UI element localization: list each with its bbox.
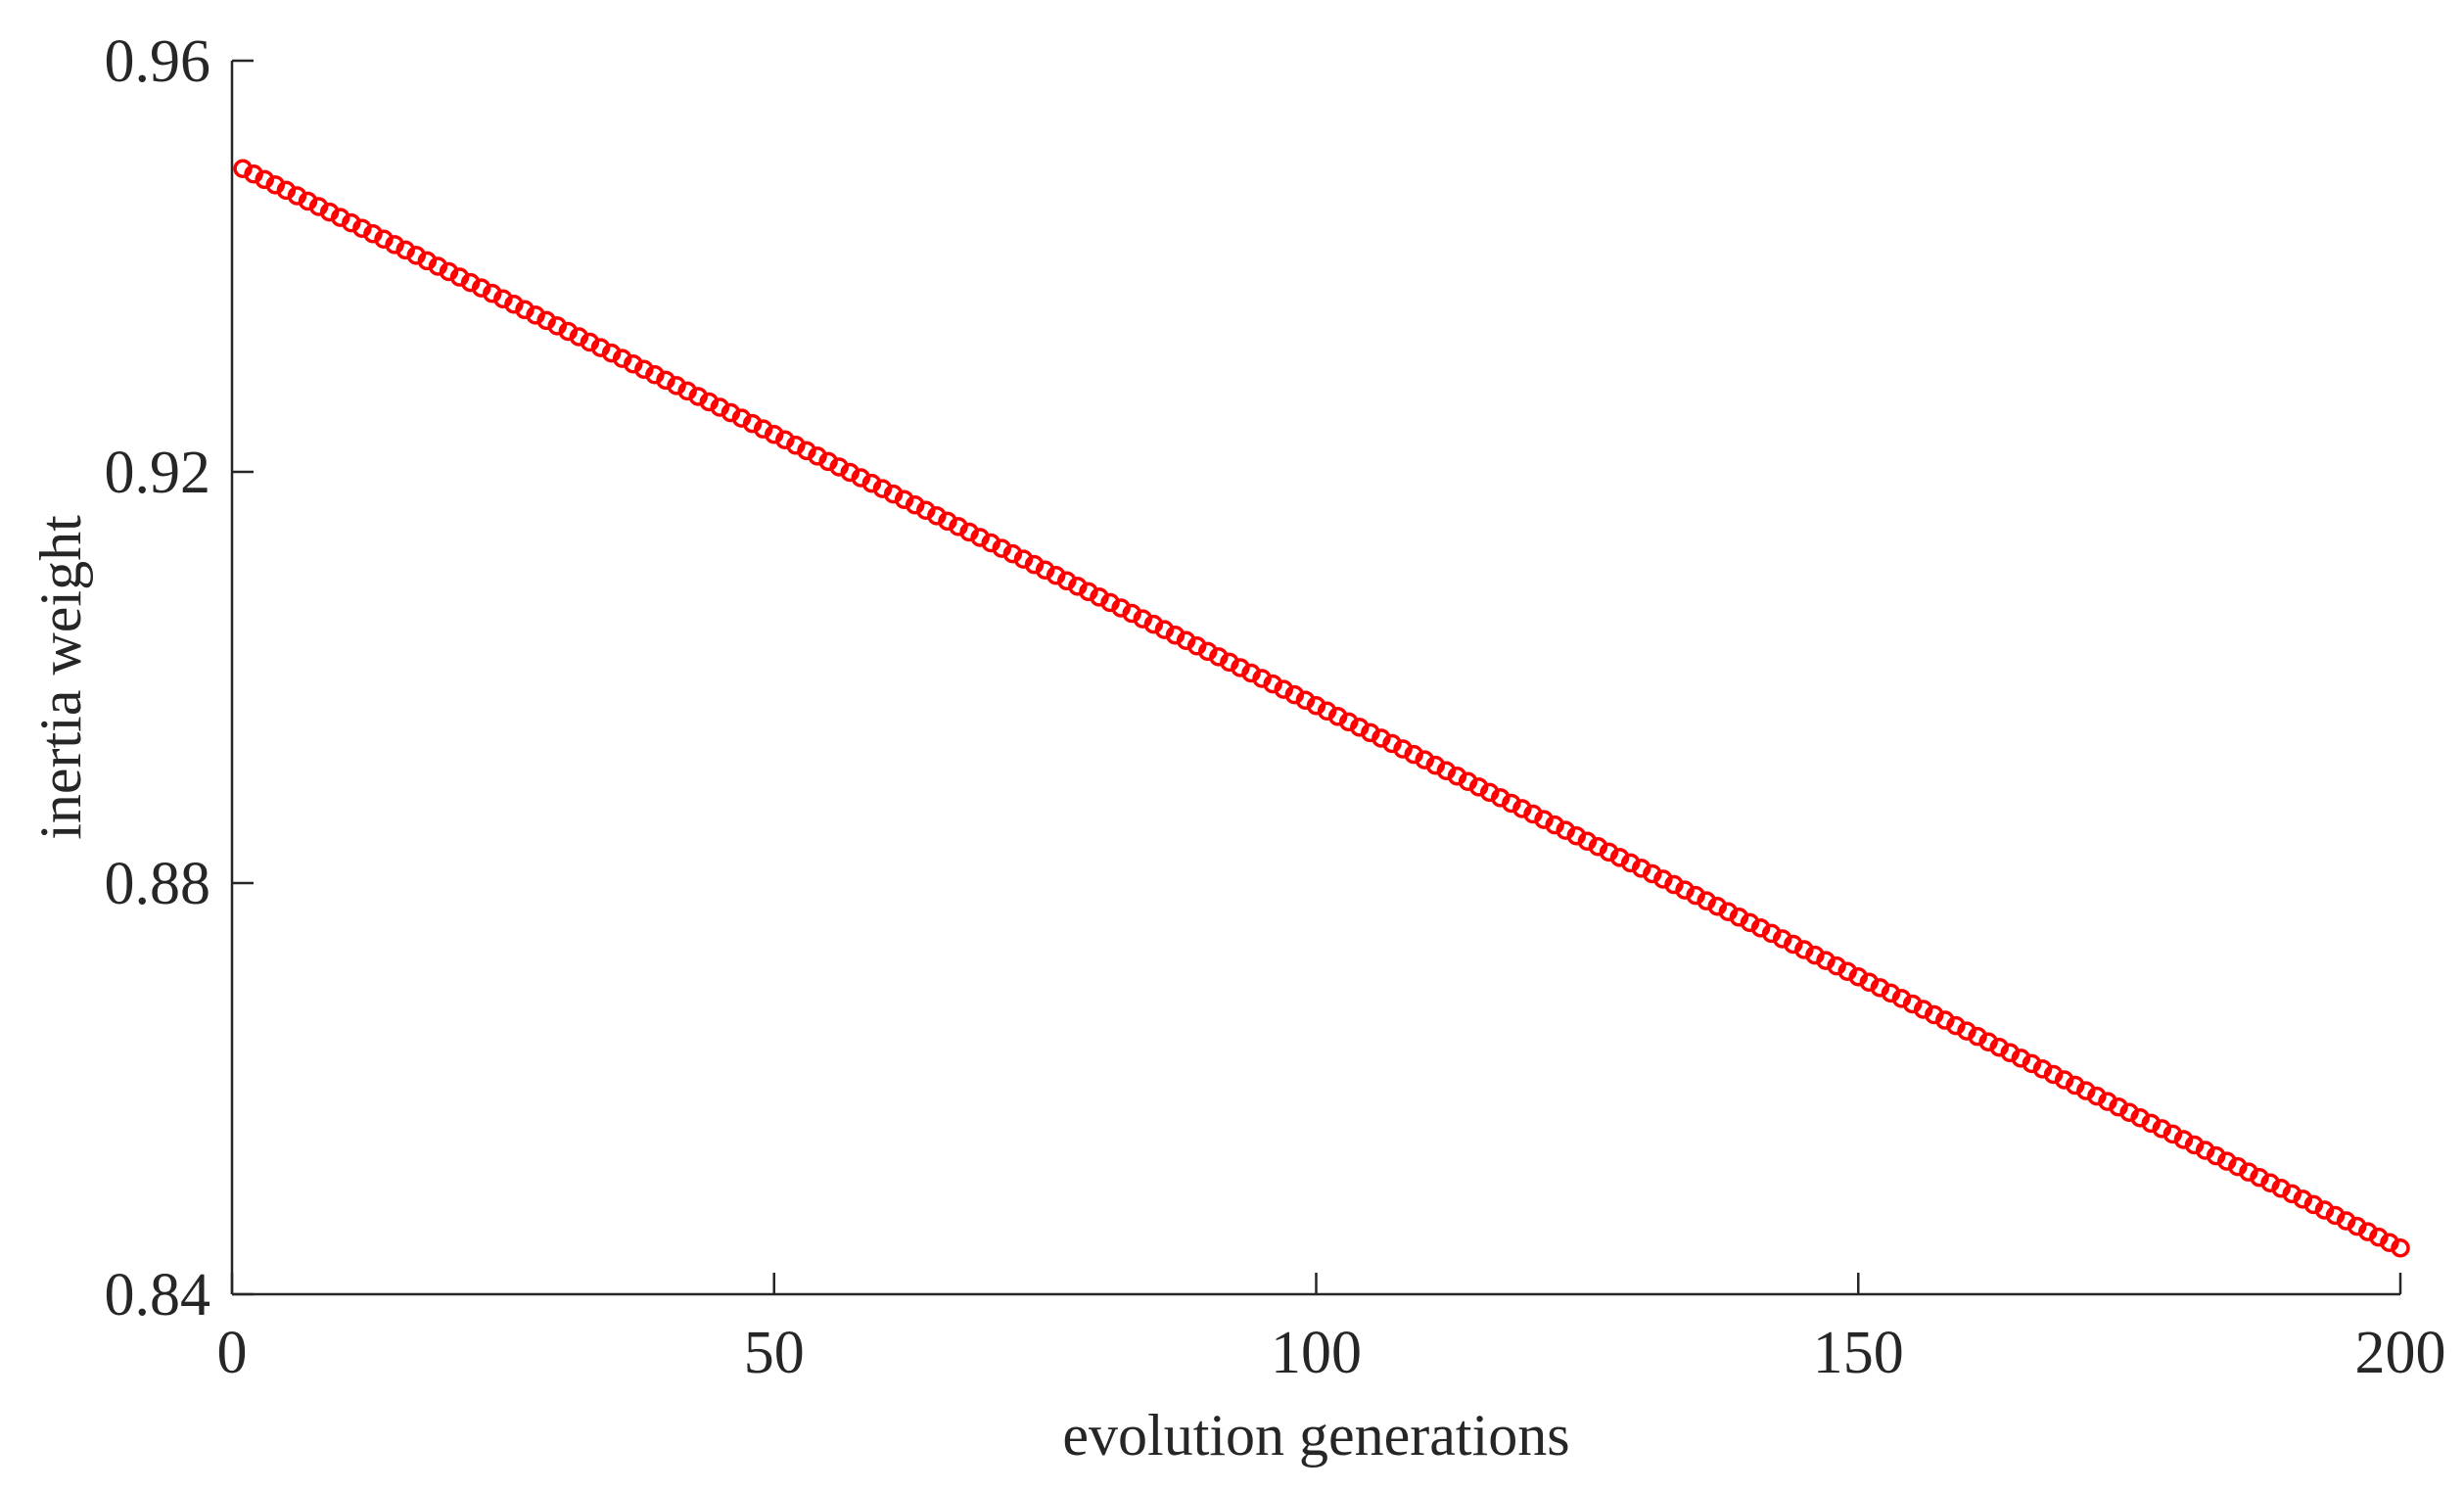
y-tick-label: 0.88 — [105, 851, 211, 917]
x-ticks: 0 50 100 150 200 — [217, 1273, 2446, 1386]
y-axis-title: inertia weight — [28, 515, 93, 840]
y-tick-label: 0.84 — [105, 1262, 211, 1329]
x-tick-label: 150 — [1813, 1320, 1904, 1386]
x-tick-label: 100 — [1271, 1320, 1362, 1386]
data-markers — [233, 159, 2410, 1258]
x-tick-label: 50 — [744, 1320, 805, 1386]
y-tick-label: 0.96 — [105, 28, 211, 95]
y-tick-label: 0.92 — [105, 440, 211, 506]
y-ticks: 0.84 0.88 0.92 0.96 — [105, 28, 254, 1329]
x-tick-label: 0 — [217, 1320, 248, 1386]
data-point — [2391, 1238, 2410, 1258]
x-axis-title: evolution generations — [1062, 1403, 1569, 1468]
axes — [230, 61, 2400, 1296]
x-tick-label: 200 — [2355, 1320, 2446, 1386]
